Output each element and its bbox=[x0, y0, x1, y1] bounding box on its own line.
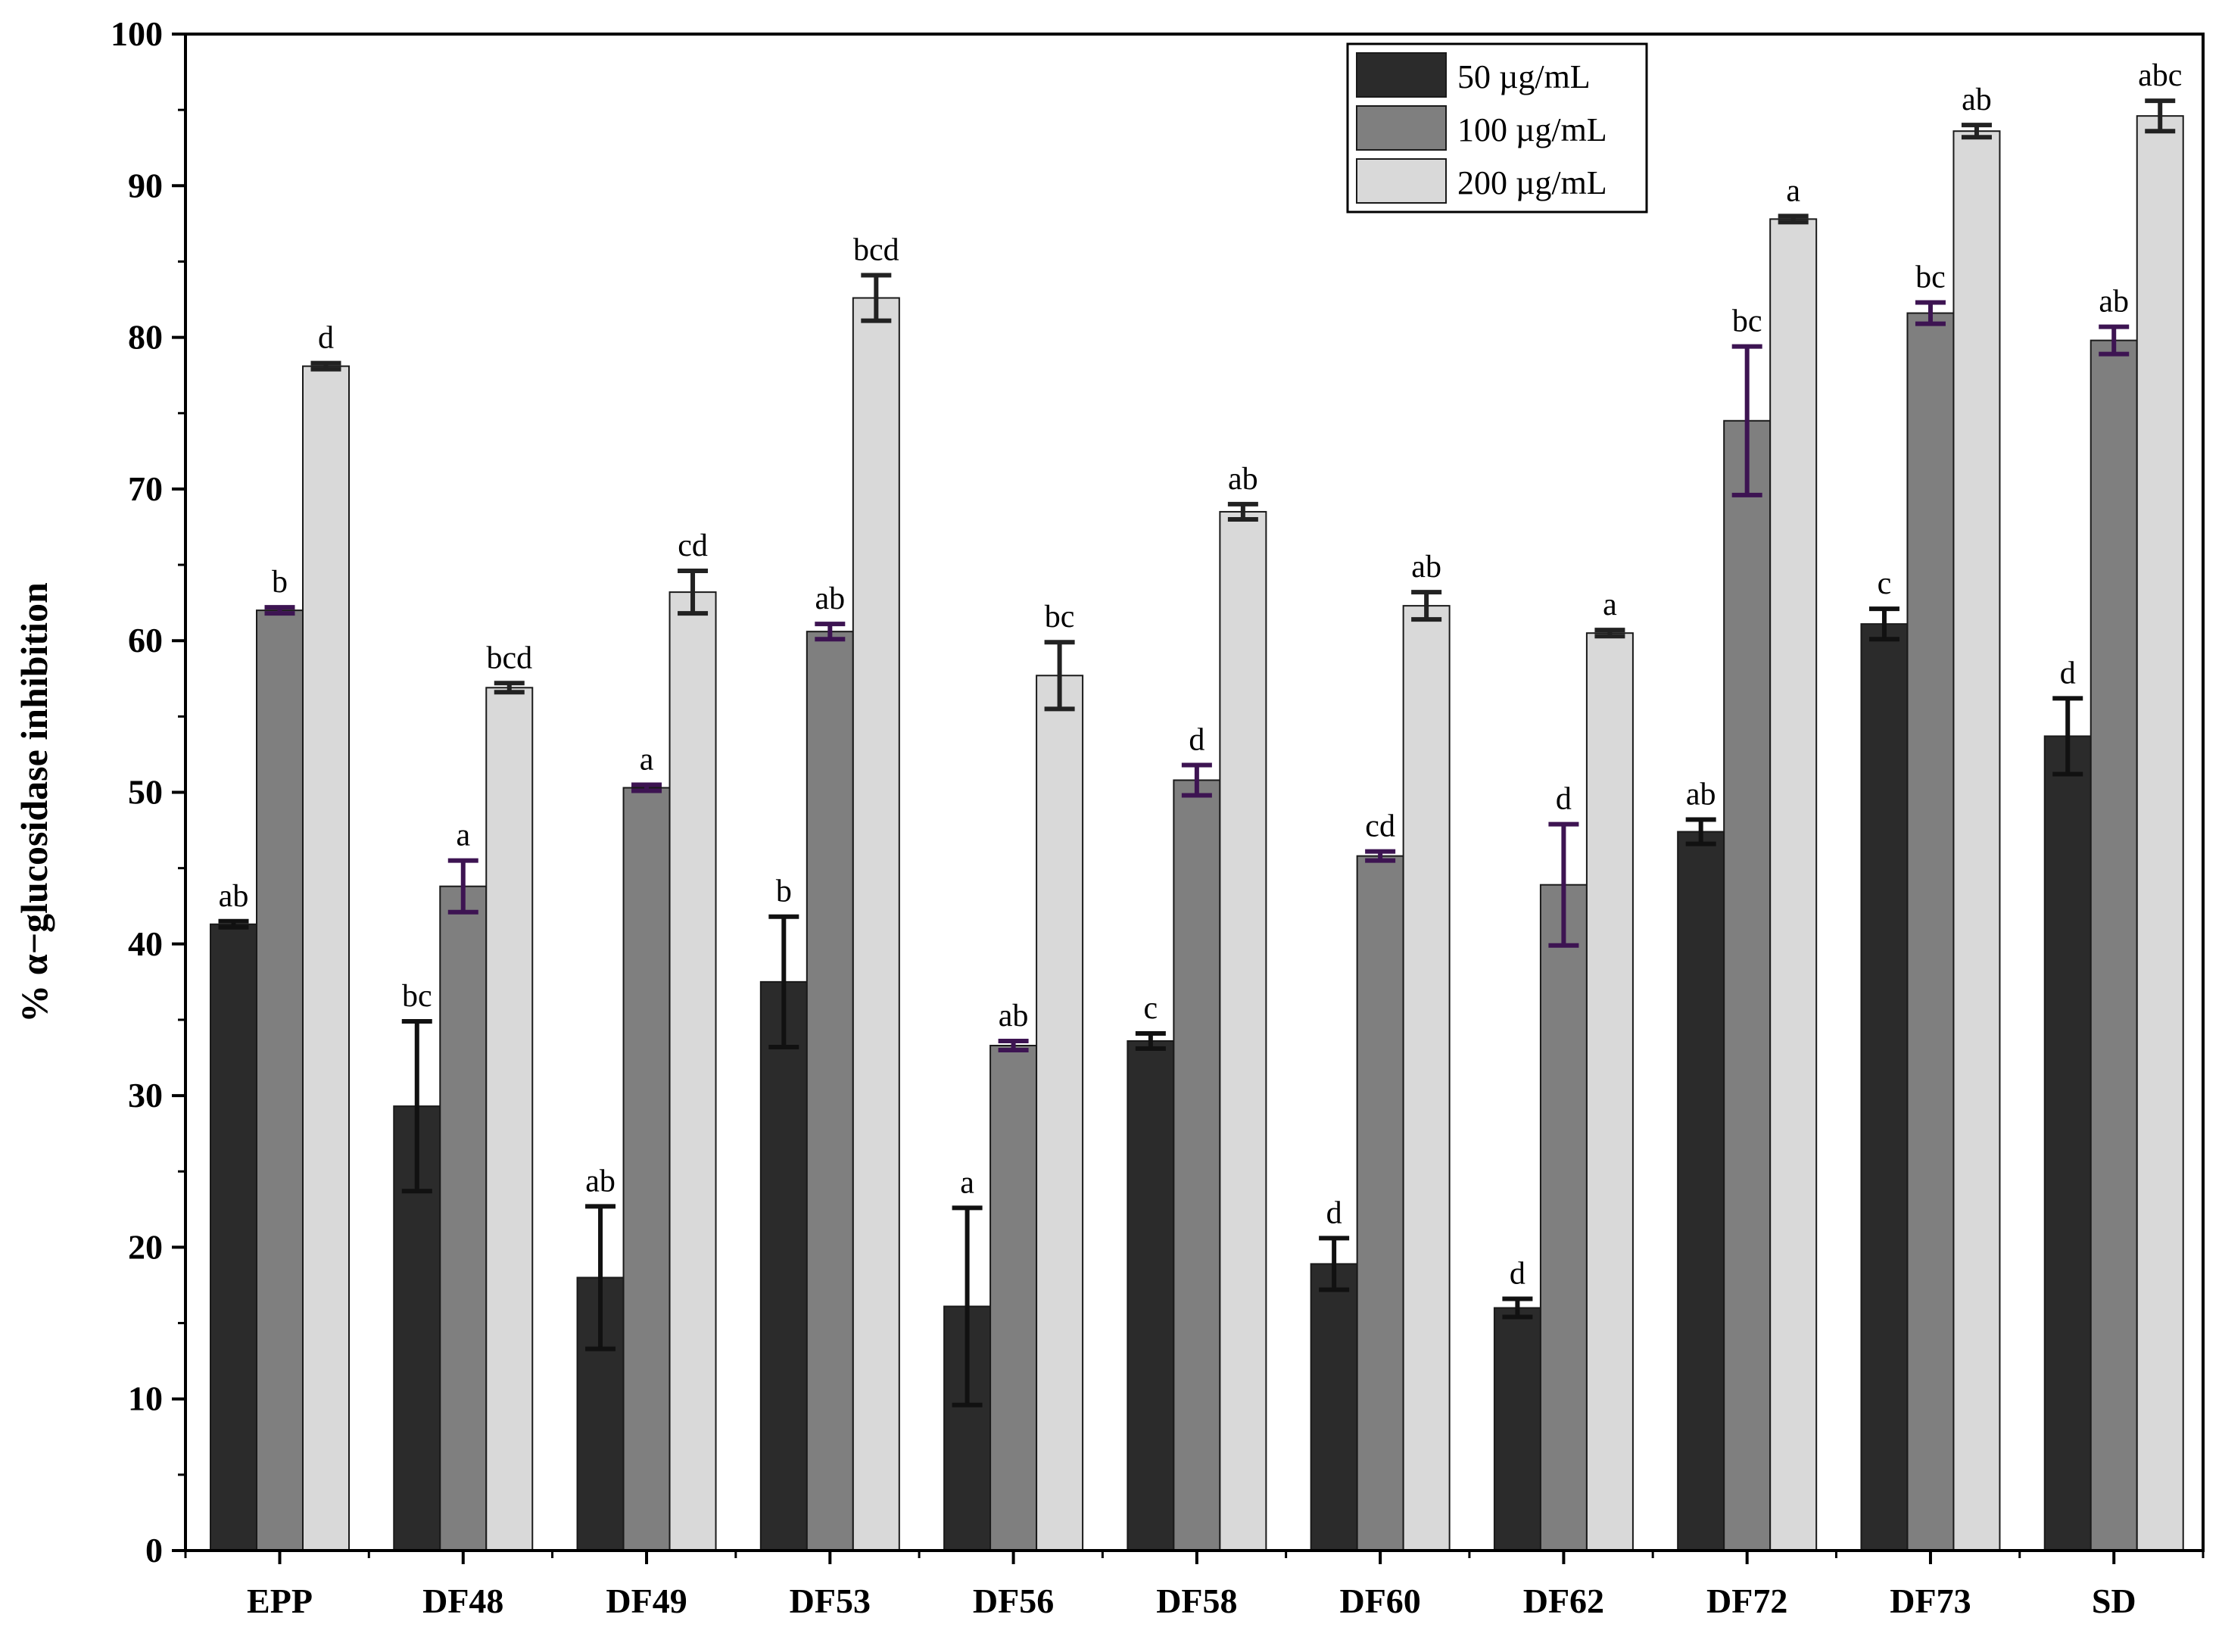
significance-letter: d bbox=[318, 321, 334, 356]
significance-letter: d bbox=[2060, 656, 2076, 690]
significance-letter: bcd bbox=[486, 641, 532, 675]
significance-letter: bc bbox=[1045, 600, 1075, 634]
bar bbox=[485, 687, 534, 1552]
y-tick-label: 40 bbox=[128, 924, 163, 963]
bar bbox=[210, 923, 257, 1551]
significance-letter: abc bbox=[2138, 58, 2182, 93]
x-tick-label: SD bbox=[2092, 1582, 2136, 1620]
x-tick-label: DF72 bbox=[1706, 1582, 1787, 1620]
bar bbox=[2090, 339, 2138, 1552]
y-tick-label: 80 bbox=[128, 318, 163, 357]
significance-letter: bc bbox=[402, 979, 432, 1014]
x-tick-label: EPP bbox=[247, 1582, 313, 1620]
bar bbox=[1723, 419, 1772, 1551]
y-tick-label: 0 bbox=[145, 1531, 163, 1569]
bar bbox=[1402, 605, 1451, 1551]
x-tick-label: DF58 bbox=[1156, 1582, 1237, 1620]
y-tick-label: 60 bbox=[128, 621, 163, 659]
bar bbox=[2043, 735, 2092, 1551]
bar bbox=[806, 631, 854, 1551]
significance-letter: ab bbox=[219, 879, 249, 914]
significance-letter: a bbox=[960, 1165, 974, 1200]
legend-swatch bbox=[1356, 105, 1447, 151]
x-tick-label: DF53 bbox=[790, 1582, 871, 1620]
legend-label: 200 µg/mL bbox=[1457, 164, 1607, 201]
y-axis-label: % α−glucosidase inhibition bbox=[13, 582, 55, 1023]
bars-layer: abbdbcabcdabacdbabbcdaabbccdabdcdabddaab… bbox=[210, 58, 2184, 1552]
significance-letter: ab bbox=[1228, 462, 1258, 497]
bar bbox=[1127, 1040, 1175, 1551]
significance-letter: cd bbox=[678, 528, 708, 563]
significance-letter: cd bbox=[1365, 809, 1395, 844]
significance-letter: a bbox=[1603, 588, 1617, 622]
bar bbox=[302, 365, 350, 1552]
x-tick-label: DF49 bbox=[606, 1582, 687, 1620]
bar bbox=[1173, 779, 1221, 1551]
legend-label: 100 µg/mL bbox=[1457, 111, 1607, 148]
bar bbox=[1356, 855, 1404, 1551]
significance-letter: c bbox=[1144, 991, 1158, 1026]
y-tick-label: 70 bbox=[128, 469, 163, 508]
bar bbox=[256, 609, 304, 1551]
bar bbox=[989, 1045, 1038, 1551]
bar bbox=[439, 885, 488, 1552]
y-tick-label: 20 bbox=[128, 1227, 163, 1266]
significance-letter: c bbox=[1878, 566, 1892, 601]
significance-letter: bc bbox=[1915, 260, 1946, 295]
legend: 50 µg/mL 100 µg/mL 200 µg/mL bbox=[1346, 42, 1648, 214]
significance-letter: d bbox=[1510, 1257, 1525, 1292]
bar bbox=[1219, 510, 1267, 1552]
bar bbox=[1036, 675, 1084, 1551]
x-tick-label: DF62 bbox=[1523, 1582, 1604, 1620]
y-tick-label: 30 bbox=[128, 1076, 163, 1114]
significance-letter: b bbox=[272, 565, 288, 600]
legend-swatch bbox=[1356, 158, 1447, 204]
x-tick-label: DF60 bbox=[1339, 1582, 1420, 1620]
bar bbox=[1952, 130, 2001, 1551]
x-tick-label: DF56 bbox=[973, 1582, 1054, 1620]
significance-letter: ab bbox=[1962, 83, 1992, 117]
y-tick-label: 10 bbox=[128, 1379, 163, 1418]
bar bbox=[1860, 623, 1909, 1551]
significance-letter: ab bbox=[585, 1164, 615, 1198]
bar bbox=[622, 787, 671, 1551]
x-tick-label: DF73 bbox=[1890, 1582, 1971, 1620]
significance-letter: d bbox=[1189, 722, 1204, 757]
bar bbox=[1677, 831, 1725, 1551]
significance-letter: d bbox=[1556, 782, 1572, 817]
significance-letter: a bbox=[640, 742, 654, 777]
significance-letter: b bbox=[776, 874, 792, 909]
y-tick-label: 50 bbox=[128, 773, 163, 812]
significance-letter: ab bbox=[1411, 550, 1441, 584]
bar bbox=[1585, 632, 1634, 1551]
bar bbox=[852, 297, 900, 1552]
significance-letter: ab bbox=[2099, 285, 2129, 319]
significance-letter: ab bbox=[999, 999, 1029, 1033]
legend-label: 50 µg/mL bbox=[1457, 58, 1591, 95]
x-tick-label: DF48 bbox=[422, 1582, 503, 1620]
significance-letter: bcd bbox=[853, 232, 899, 267]
significance-letter: ab bbox=[815, 581, 845, 616]
bar bbox=[1906, 312, 1955, 1551]
significance-letter: ab bbox=[1686, 778, 1716, 812]
significance-letter: a bbox=[456, 818, 470, 853]
significance-letter: bc bbox=[1732, 304, 1762, 339]
legend-swatch bbox=[1356, 52, 1447, 98]
bar bbox=[668, 591, 717, 1551]
bar bbox=[1310, 1263, 1358, 1551]
significance-letter: d bbox=[1326, 1195, 1342, 1230]
bar bbox=[759, 980, 808, 1551]
y-tick-label: 100 bbox=[111, 14, 163, 53]
bar bbox=[1493, 1307, 1541, 1552]
bar bbox=[2136, 115, 2184, 1552]
y-tick-label: 90 bbox=[128, 166, 163, 204]
bar bbox=[1539, 884, 1588, 1551]
bar bbox=[1769, 218, 1818, 1552]
axes-layer: 0 10 20 30 40 50 60 70 80 90 100 EPP DF48 DF49 DF53 DF5… bbox=[111, 14, 2205, 1620]
significance-letter: a bbox=[1786, 173, 1800, 208]
